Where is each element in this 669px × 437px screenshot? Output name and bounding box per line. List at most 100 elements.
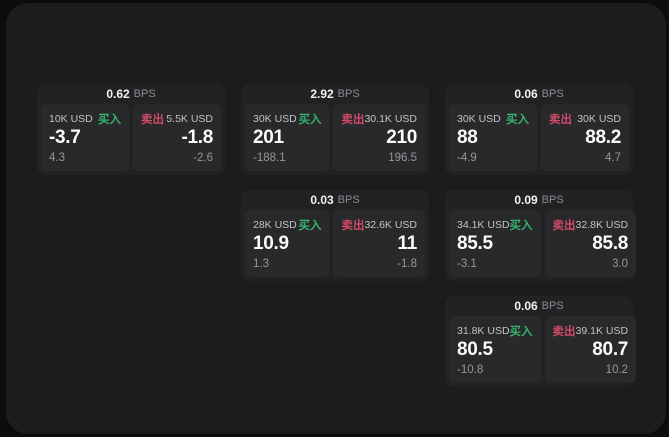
buy-amount: 10K USD — [49, 112, 93, 125]
buy-top-row: 31.8K USD 买入 — [457, 324, 533, 338]
sell-label: 卖出 — [341, 219, 365, 232]
sell-price: 85.8 — [592, 233, 629, 254]
sell-panel[interactable]: 卖出 39.1K USD 80.7 10.2 — [544, 316, 637, 383]
cards-grid: 0.62 BPS 10K USD 买入 -3.7 4.3 卖出 5.5K USD… — [37, 84, 637, 387]
buy-label: 买入 — [509, 219, 533, 232]
card-header: 0.06 BPS — [449, 296, 629, 316]
buy-price: 88 — [457, 127, 478, 148]
bps-value: 0.62 — [106, 87, 130, 101]
card-header: 0.03 BPS — [245, 190, 425, 210]
card-body: 30K USD 买入 201 -188.1 卖出 30.1K USD 210 1… — [245, 104, 425, 171]
sell-delta: 10.2 — [605, 364, 629, 376]
bps-unit-label: BPS — [337, 194, 360, 206]
bps-value: 2.92 — [310, 87, 334, 101]
sell-delta: 196.5 — [388, 152, 417, 164]
buy-amount: 34.1K USD — [457, 218, 510, 231]
card-header: 2.92 BPS — [245, 84, 425, 104]
sell-delta: -2.6 — [193, 152, 213, 164]
sell-amount: 30.1K USD — [364, 112, 417, 125]
buy-label: 买入 — [98, 113, 121, 126]
card-body: 34.1K USD 买入 85.5 -3.1 卖出 32.8K USD 85.8… — [449, 210, 637, 277]
buy-amount: 30K USD — [457, 112, 501, 125]
sell-top-row: 卖出 32.8K USD — [552, 218, 629, 232]
buy-delta: 1.3 — [253, 258, 269, 270]
sell-amount: 32.6K USD — [364, 218, 417, 231]
buy-price: -3.7 — [49, 127, 81, 148]
sell-amount: 30K USD — [577, 112, 621, 125]
buy-amount: 28K USD — [253, 218, 297, 231]
buy-panel[interactable]: 10K USD 买入 -3.7 4.3 — [41, 104, 129, 171]
bps-unit-label: BPS — [133, 88, 156, 100]
sell-delta: -1.8 — [397, 258, 417, 270]
buy-amount: 31.8K USD — [457, 324, 510, 337]
sell-top-row: 卖出 5.5K USD — [141, 112, 213, 126]
quote-card: 0.06 BPS 31.8K USD 买入 80.5 -10.8 卖出 39.1… — [445, 296, 637, 387]
quote-card: 0.06 BPS 30K USD 买入 88 -4.9 卖出 30K USD 8… — [445, 84, 633, 175]
sell-label: 卖出 — [141, 113, 164, 126]
quote-card: 2.92 BPS 30K USD 买入 201 -188.1 卖出 30.1K … — [241, 84, 429, 175]
sell-panel[interactable]: 卖出 32.8K USD 85.8 3.0 — [544, 210, 637, 277]
card-body: 31.8K USD 买入 80.5 -10.8 卖出 39.1K USD 80.… — [449, 316, 637, 383]
sell-price: 210 — [386, 127, 417, 148]
buy-top-row: 30K USD 买入 — [253, 112, 322, 126]
card-header: 0.62 BPS — [41, 84, 221, 104]
main-panel: 0.62 BPS 10K USD 买入 -3.7 4.3 卖出 5.5K USD… — [6, 3, 666, 434]
bps-unit-label: BPS — [541, 300, 564, 312]
buy-top-row: 34.1K USD 买入 — [457, 218, 533, 232]
buy-top-row: 28K USD 买入 — [253, 218, 322, 232]
sell-delta: 4.7 — [605, 152, 621, 164]
sell-amount: 32.8K USD — [575, 218, 629, 231]
buy-delta: -4.9 — [457, 152, 477, 164]
bps-value: 0.06 — [514, 299, 538, 313]
card-body: 10K USD 买入 -3.7 4.3 卖出 5.5K USD -1.8 -2.… — [41, 104, 221, 171]
card-body: 28K USD 买入 10.9 1.3 卖出 32.6K USD 11 -1.8 — [245, 210, 425, 277]
sell-panel[interactable]: 卖出 32.6K USD 11 -1.8 — [333, 210, 425, 277]
buy-price: 80.5 — [457, 339, 493, 360]
sell-panel[interactable]: 卖出 30.1K USD 210 196.5 — [333, 104, 425, 171]
quote-card: 0.03 BPS 28K USD 买入 10.9 1.3 卖出 32.6K US… — [241, 190, 429, 281]
buy-label: 买入 — [509, 325, 533, 338]
quote-card: 0.09 BPS 34.1K USD 买入 85.5 -3.1 卖出 32.8K… — [445, 190, 637, 281]
buy-top-row: 10K USD 买入 — [49, 112, 121, 126]
sell-label: 卖出 — [549, 113, 572, 126]
sell-amount: 39.1K USD — [575, 324, 629, 337]
sell-amount: 5.5K USD — [166, 112, 213, 125]
buy-price: 201 — [253, 127, 284, 148]
sell-panel[interactable]: 卖出 30K USD 88.2 4.7 — [541, 104, 629, 171]
sell-price: 88.2 — [585, 127, 621, 148]
sell-panel[interactable]: 卖出 5.5K USD -1.8 -2.6 — [133, 104, 221, 171]
buy-panel[interactable]: 34.1K USD 买入 85.5 -3.1 — [449, 210, 541, 277]
sell-price: 11 — [397, 233, 418, 254]
buy-delta: -188.1 — [253, 152, 286, 164]
buy-delta: -10.8 — [457, 364, 484, 376]
card-header: 0.06 BPS — [449, 84, 629, 104]
sell-delta: 3.0 — [612, 258, 629, 270]
buy-panel[interactable]: 28K USD 买入 10.9 1.3 — [245, 210, 330, 277]
buy-price: 85.5 — [457, 233, 493, 254]
sell-price: -1.8 — [181, 127, 213, 148]
sell-label: 卖出 — [341, 113, 365, 126]
buy-amount: 30K USD — [253, 112, 297, 125]
buy-top-row: 30K USD 买入 — [457, 112, 529, 126]
buy-delta: 4.3 — [49, 152, 65, 164]
buy-label: 买入 — [298, 113, 322, 126]
buy-panel[interactable]: 30K USD 买入 88 -4.9 — [449, 104, 537, 171]
bps-unit-label: BPS — [541, 194, 564, 206]
buy-panel[interactable]: 30K USD 买入 201 -188.1 — [245, 104, 330, 171]
sell-top-row: 卖出 30K USD — [549, 112, 621, 126]
card-header: 0.09 BPS — [449, 190, 629, 210]
buy-panel[interactable]: 31.8K USD 买入 80.5 -10.8 — [449, 316, 541, 383]
sell-price: 80.7 — [592, 339, 629, 360]
quote-card: 0.62 BPS 10K USD 买入 -3.7 4.3 卖出 5.5K USD… — [37, 84, 225, 175]
sell-label: 卖出 — [552, 325, 576, 338]
bps-value: 0.06 — [514, 87, 538, 101]
sell-top-row: 卖出 39.1K USD — [552, 324, 629, 338]
buy-delta: -3.1 — [457, 258, 477, 270]
bps-value: 0.09 — [514, 193, 538, 207]
buy-label: 买入 — [298, 219, 322, 232]
sell-label: 卖出 — [552, 219, 576, 232]
sell-top-row: 卖出 30.1K USD — [341, 112, 417, 126]
bps-value: 0.03 — [310, 193, 334, 207]
sell-top-row: 卖出 32.6K USD — [341, 218, 417, 232]
